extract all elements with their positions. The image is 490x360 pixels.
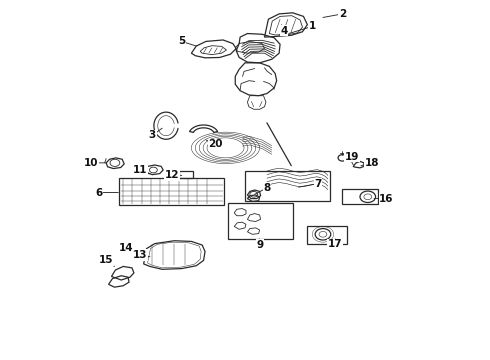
Text: 3: 3 (149, 130, 156, 140)
Text: 2: 2 (339, 9, 346, 19)
Text: 13: 13 (133, 250, 147, 260)
Text: 11: 11 (133, 165, 147, 175)
Text: 7: 7 (315, 179, 322, 189)
Text: 16: 16 (379, 194, 393, 203)
Bar (228, 203, 293, 239)
Text: 18: 18 (365, 158, 379, 168)
Text: 5: 5 (178, 36, 185, 46)
Text: 10: 10 (84, 158, 99, 168)
Bar (343, 189, 377, 204)
Text: 8: 8 (263, 183, 270, 193)
Text: 6: 6 (95, 188, 102, 198)
Text: 12: 12 (165, 170, 179, 180)
Text: 17: 17 (328, 239, 343, 249)
Text: 4: 4 (280, 26, 288, 36)
Text: 15: 15 (99, 255, 113, 265)
Text: 20: 20 (209, 139, 223, 149)
Bar (245, 171, 330, 202)
Bar (307, 226, 347, 244)
Text: 14: 14 (118, 243, 133, 253)
Bar (119, 178, 224, 205)
Text: 19: 19 (345, 152, 359, 162)
Bar (179, 171, 193, 178)
Text: 9: 9 (256, 240, 263, 250)
Text: 1: 1 (309, 21, 316, 31)
